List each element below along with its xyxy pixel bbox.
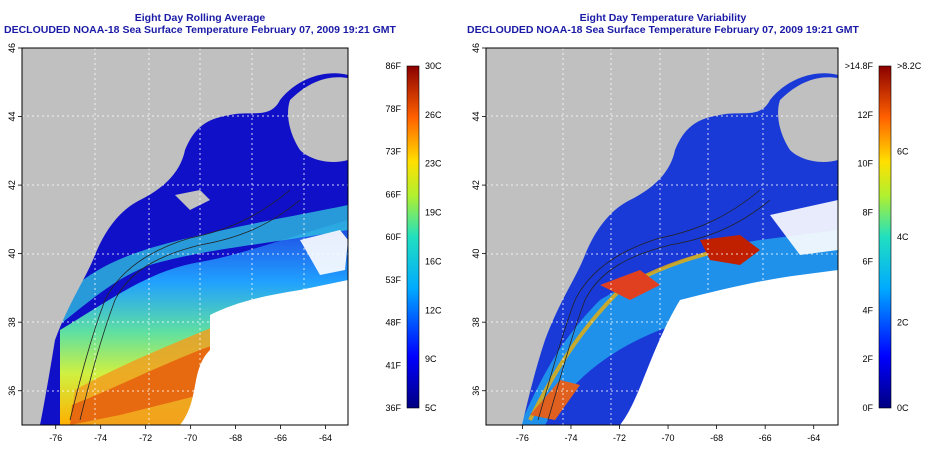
left-colorbar-f-label: 53F (385, 275, 401, 285)
right-nova-scotia (778, 77, 838, 162)
lon-tick-label-0: -70 (184, 433, 197, 443)
left-colorbar (406, 65, 420, 409)
left-colorbar-c-label: 9C (425, 354, 437, 364)
left-map-frame (21, 47, 349, 426)
lat-tick-label-0: 36 (7, 386, 17, 396)
right-colorbar-c-label: 2C (897, 318, 909, 328)
lat-tick-label-1: 38 (471, 317, 481, 327)
right-colorbar-f-label: 10F (857, 159, 873, 169)
left-colorbar-f-label: 78F (385, 104, 401, 114)
lon-tick-label-0: -64 (319, 433, 332, 443)
lat-tick-label-1: 46 (471, 43, 481, 53)
right-map (486, 48, 838, 425)
lon-tick-label-0: -72 (139, 433, 152, 443)
lat-tick-label-0: 46 (7, 43, 17, 53)
left-colorbar-f-label: 41F (385, 360, 401, 370)
lat-tick-label-0: 42 (7, 180, 17, 190)
lat-tick-label-1: 40 (471, 249, 481, 259)
lon-tick-label-1: -72 (613, 433, 626, 443)
lat-tick-label-1: 44 (471, 112, 481, 122)
right-colorbar-c-label: 4C (897, 232, 909, 242)
left-colorbar-f-label: 86F (385, 61, 401, 71)
lon-tick-label-1: -76 (516, 433, 529, 443)
left-colorbar-c-label: 16C (425, 256, 442, 266)
right-map-title-line1: Eight Day Temperature Variability (579, 12, 747, 24)
lat-tick-label-1: 42 (471, 180, 481, 190)
right-var-band (520, 230, 838, 425)
left-colorbar-c-label: 23C (425, 159, 442, 169)
left-colorbar-f-label: 60F (385, 232, 401, 242)
lon-tick-label-0: -68 (229, 433, 242, 443)
left-colorbar-f-label: 66F (385, 189, 401, 199)
right-colorbar-c-label: 0C (897, 403, 909, 413)
right-colorbar-f-label: 12F (857, 110, 873, 120)
lat-tick-label-0: 38 (7, 317, 17, 327)
left-map-title-line1: Eight Day Rolling Average (134, 12, 266, 24)
right-map-title-line2: DECLOUDED NOAA-18 Sea Surface Temperatur… (467, 24, 859, 36)
left-nova-scotia (288, 77, 348, 162)
right-colorbar-f-label: 2F (862, 354, 873, 364)
right-colorbar-f-label: 0F (862, 403, 873, 413)
right-cloud-mask (620, 270, 838, 425)
left-colorbar-f-label: 73F (385, 147, 401, 157)
lon-tick-label-1: -66 (759, 433, 772, 443)
lon-tick-label-0: -66 (274, 433, 287, 443)
lon-tick-label-1: -68 (710, 433, 723, 443)
left-colorbar-c-label: 26C (425, 110, 442, 120)
lon-tick-label-0: -74 (94, 433, 107, 443)
lon-tick-label-0: -76 (49, 433, 62, 443)
left-cloud-mask (180, 280, 348, 425)
left-map-title-line2: DECLOUDED NOAA-18 Sea Surface Temperatur… (4, 24, 396, 36)
left-contour-500 (79, 199, 301, 421)
left-land (22, 48, 348, 425)
left-contour-200 (69, 189, 291, 421)
left-colorbar-c-label: 30C (425, 61, 442, 71)
right-colorbar-c-label: >8.2C (897, 61, 922, 71)
lat-tick-label-0: 40 (7, 249, 17, 259)
right-colorbar-f-label: 4F (862, 305, 873, 315)
right-colorbar-f-label: 8F (862, 208, 873, 218)
right-map-frame (485, 47, 839, 426)
right-colorbar-f-label: >14.8F (845, 61, 874, 71)
left-colorbar-c-label: 12C (425, 305, 442, 315)
right-colorbar-f-label: 6F (862, 256, 873, 266)
left-grid (22, 48, 348, 425)
left-map-title: Eight Day Rolling Average DECLOUDED NOAA… (0, 12, 400, 36)
left-colorbar-c-label: 19C (425, 208, 442, 218)
left-slope-water (40, 205, 348, 340)
lon-tick-label-1: -64 (807, 433, 820, 443)
left-map (22, 48, 348, 425)
right-land (486, 48, 838, 425)
lon-tick-label-1: -74 (564, 433, 577, 443)
right-grid (486, 48, 838, 425)
right-high-var-1 (700, 235, 760, 265)
left-colorbar-f-label: 48F (385, 318, 401, 328)
lon-tick-label-1: -70 (662, 433, 675, 443)
lat-tick-label-0: 44 (7, 112, 17, 122)
right-high-var-2 (600, 270, 660, 300)
right-colorbar (878, 65, 892, 409)
axis-labels: -76 -74 -72 -70 -68 -66 -64 36 38 40 42 44 46 -76 -74 -… (7, 43, 922, 443)
lat-tick-label-1: 36 (471, 386, 481, 396)
left-colorbar-c-label: 5C (425, 403, 437, 413)
left-colorbar-f-label: 36F (385, 403, 401, 413)
right-map-title: Eight Day Temperature Variability DECLOU… (463, 12, 863, 36)
right-colorbar-c-label: 6C (897, 147, 909, 157)
right-contour-200 (537, 189, 761, 421)
right-contour-500 (547, 199, 771, 421)
